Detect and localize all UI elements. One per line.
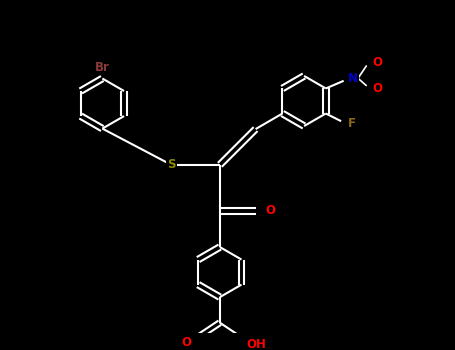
Text: O: O (182, 336, 192, 349)
Text: Br: Br (95, 61, 110, 74)
Text: O: O (372, 82, 382, 95)
Text: OH: OH (247, 338, 267, 350)
Text: N: N (348, 72, 358, 85)
Text: O: O (265, 204, 275, 217)
Text: S: S (167, 158, 176, 172)
Text: F: F (349, 117, 356, 130)
Text: O: O (372, 56, 382, 69)
